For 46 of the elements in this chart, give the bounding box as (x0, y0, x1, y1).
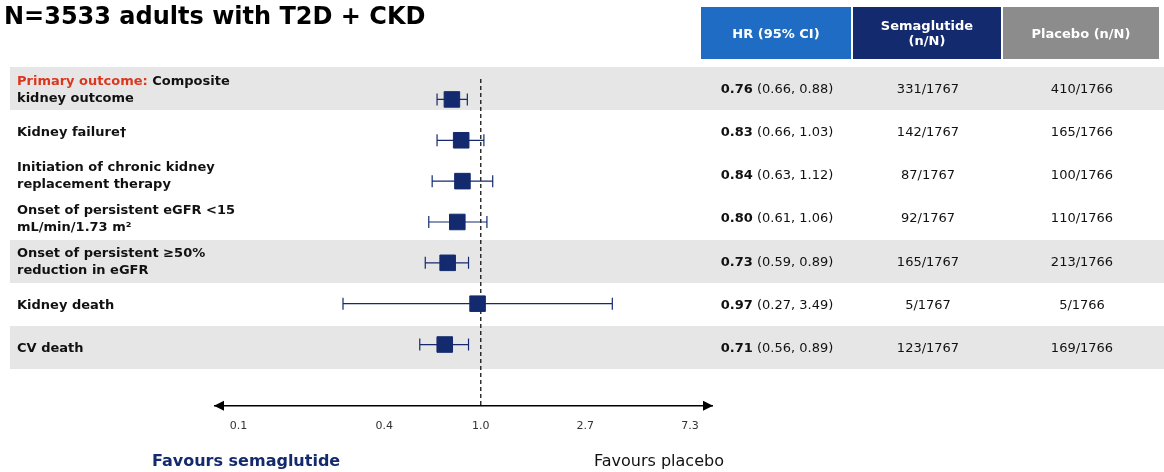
data-label: 0.73 (0.59, 0.89) (720, 253, 834, 269)
text: 410/1766 (1049, 80, 1115, 99)
data-label: 0.71 (0.56, 0.89) (720, 339, 834, 355)
point (454, 172, 471, 190)
x-tick-label: 0.1 (229, 419, 248, 433)
point (452, 132, 470, 149)
text: Favours placebo (594, 451, 724, 470)
text: HR (95% CI) (732, 25, 820, 41)
text: 123/1767 (895, 338, 961, 357)
data-label: 0.97 (0.27, 3.49) (720, 296, 834, 312)
text: Placebo (n/N) (1031, 25, 1131, 41)
y-tick-label: Kidney failure† (17, 123, 127, 141)
x-tick-label: 2.7 (576, 419, 595, 433)
data-label: 0.83 (0.66, 1.03) (720, 124, 834, 140)
y-tick-label: Kidney death (17, 295, 115, 313)
chart-title: N=3533 adults with T2D + CKD (4, 2, 426, 30)
text: 165/1766 (1049, 123, 1115, 142)
text: 92/1767 (900, 209, 956, 228)
text: 169/1766 (1049, 338, 1115, 357)
point (449, 213, 466, 231)
point (443, 91, 461, 108)
y-tick-label: Onset of persistent eGFR <15 mL/min/1.73 m² (17, 200, 237, 235)
text: 331/1767 (895, 80, 961, 99)
text: 110/1766 (1049, 209, 1115, 228)
text: 100/1766 (1049, 166, 1115, 185)
text: 165/1767 (895, 252, 961, 271)
text: 5/1767 (904, 295, 952, 314)
y-tick-label: Initiation of chronic kidney replacement therapy (17, 157, 216, 192)
category-label: Primary outcome: Composite kidney outcome (17, 72, 230, 105)
text: 87/1767 (900, 166, 956, 185)
text: 5/1766 (1058, 295, 1106, 314)
point (439, 254, 456, 272)
x-tick-label: 7.3 (681, 419, 699, 433)
point (436, 336, 454, 353)
data-label: 0.76 (0.66, 0.88) (720, 81, 834, 97)
y-tick-label: CV death (17, 338, 84, 356)
text: 142/1767 (895, 123, 961, 142)
x-tick-label: 0.4 (375, 419, 394, 433)
y-tick-label: Onset of persistent ≥50% reduction in eGFR (17, 244, 207, 279)
point (469, 295, 486, 312)
text: 213/1766 (1049, 252, 1115, 271)
text: Semaglutide (n/N) (879, 18, 975, 48)
x-tick-label: 1.0 (472, 419, 490, 433)
data-label: 0.84 (0.63, 1.12) (720, 167, 834, 183)
text: Favours semaglutide (152, 451, 341, 470)
data-label: 0.80 (0.61, 1.06) (720, 210, 834, 226)
